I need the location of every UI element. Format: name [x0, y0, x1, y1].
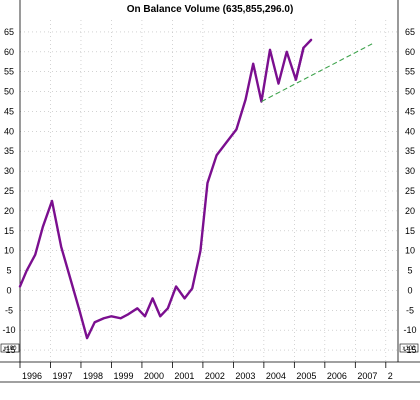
y-tick-label-right: 55 [405, 67, 415, 77]
y-tick-label-left: 45 [4, 106, 14, 116]
y-tick-label-left: 25 [4, 186, 14, 196]
y-tick-label-right: -15 [403, 345, 416, 355]
y-tick-label-left: 40 [4, 126, 14, 136]
y-tick-label-left: 15 [4, 226, 14, 236]
x-tick-label: 2002 [205, 371, 225, 381]
y-tick-label-left: 5 [6, 266, 11, 276]
y-tick-label-right: 0 [407, 285, 412, 295]
y-tick-label-right: 35 [405, 146, 415, 156]
y-tick-label-right: 40 [405, 126, 415, 136]
obv-series-line [294, 38, 313, 81]
y-tick-label-right: -5 [406, 305, 414, 315]
y-tick-label-left: 60 [4, 47, 14, 57]
y-tick-label-left: 30 [4, 166, 14, 176]
y-tick-label-right: 10 [405, 246, 415, 256]
x-tick-label: 2000 [144, 371, 164, 381]
x-tick-label: 1997 [52, 371, 72, 381]
x-tick-label: 1998 [83, 371, 103, 381]
x-tick-label: 2005 [296, 371, 316, 381]
y-tick-label-right: 50 [405, 87, 415, 97]
x-tick-label: 2003 [235, 371, 255, 381]
y-tick-label-right: -10 [403, 325, 416, 335]
y-tick-label-left: 55 [4, 67, 14, 77]
y-tick-label-right: 30 [405, 166, 415, 176]
y-tick-label-right: 65 [405, 27, 415, 37]
x-tick-label: 2007 [357, 371, 377, 381]
y-tick-label-left: -10 [2, 325, 15, 335]
unit-box-left [0, 343, 20, 353]
unit-box-right-text: x100 [402, 346, 416, 352]
y-tick-label-left: -15 [2, 345, 15, 355]
y-tick-label-left: 10 [4, 246, 14, 256]
y-tick-label-left: 65 [4, 27, 14, 37]
x-tick-label: 2004 [266, 371, 286, 381]
x-tick-label: 2 [388, 371, 393, 381]
obv-series-line [18, 46, 305, 340]
y-tick-label-left: 20 [4, 206, 14, 216]
y-tick-label-right: 5 [407, 266, 412, 276]
y-tick-label-right: 45 [405, 106, 415, 116]
y-tick-label-right: 15 [405, 226, 415, 236]
unit-box-right [399, 343, 419, 353]
x-tick-label: 2001 [174, 371, 194, 381]
y-tick-label-right: 60 [405, 47, 415, 57]
chart-title: On Balance Volume (635,855,296.0) [127, 4, 294, 15]
x-tick-label: 2006 [327, 371, 347, 381]
x-tick-label: 1996 [22, 371, 42, 381]
y-tick-label-left: 50 [4, 87, 14, 97]
y-tick-label-left: 0 [6, 285, 11, 295]
y-tick-label-right: 20 [405, 206, 415, 216]
unit-box-left-text: x100 [3, 346, 17, 352]
y-tick-label-right: 25 [405, 186, 415, 196]
y-tick-label-left: -5 [5, 305, 13, 315]
trendline [261, 43, 373, 103]
y-tick-label-left: 35 [4, 146, 14, 156]
x-tick-label: 1999 [113, 371, 133, 381]
